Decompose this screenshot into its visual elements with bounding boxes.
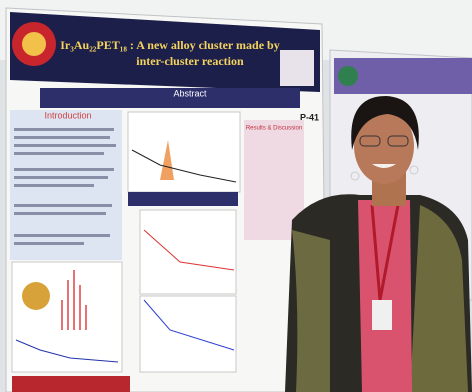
jacket-sleeve (292, 230, 330, 392)
results-heading: Results & Discussion (246, 126, 302, 132)
page: {"poster": { "title": "Ir₃Au₂₂PET₁₈ : A … (0, 0, 472, 392)
logo-center (22, 32, 46, 56)
pink-top (358, 200, 412, 392)
abstract-band (40, 88, 300, 108)
main-poster: Ir₃Au₂₂PET₁₈ : A new alloy cluster made … (6, 8, 326, 392)
intro-heading: Introduction (44, 110, 91, 120)
poster-title: Ir₃Au₂₂PET₁₈ : A new alloy cluster made … (60, 38, 279, 52)
photo: Ir₃Au₂₂PET₁₈ : A new alloy cluster made … (0, 0, 472, 392)
cluster-structure (22, 282, 50, 310)
plot-2 (140, 210, 236, 294)
figure-caption (128, 192, 238, 206)
bottom-caption (12, 376, 130, 392)
mass-spectrum (12, 262, 122, 372)
plot-3 (140, 296, 236, 372)
abstract-heading: Abstract (173, 88, 207, 98)
badge (372, 300, 392, 330)
logo-right (280, 50, 314, 86)
poster-title-line2: inter-cluster reaction (136, 54, 244, 68)
second-poster-logo (338, 66, 358, 86)
